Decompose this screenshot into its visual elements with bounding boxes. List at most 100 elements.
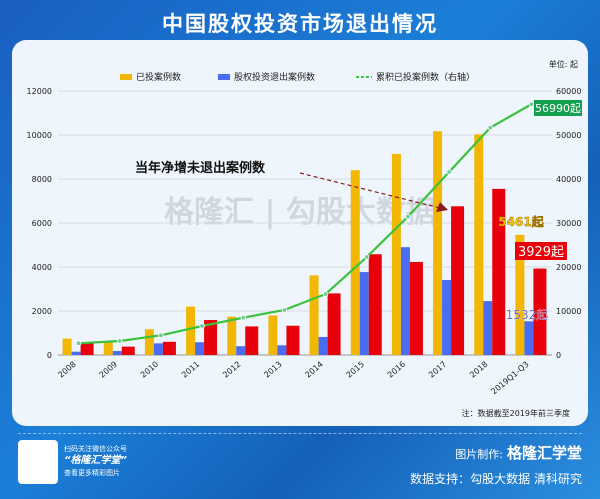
y-tick-right: 10000: [556, 307, 581, 316]
x-tick-label: 2014: [303, 360, 324, 380]
legend-swatch: [120, 74, 132, 80]
annotation-text: 当年净增未退出案例数: [135, 160, 266, 176]
bar-invested: [309, 275, 319, 355]
bar-exited: [359, 272, 369, 355]
legend-label: 股权投资退出案例数: [234, 71, 315, 83]
maker-logo: 格隆汇学堂: [506, 444, 582, 462]
legend-swatch: [218, 74, 230, 80]
line-point: [322, 291, 329, 297]
bar-exited: [442, 279, 452, 355]
bar-exited: [400, 247, 410, 355]
x-tick-label: 2013: [262, 360, 283, 380]
x-tick-label: 2016: [386, 360, 407, 380]
bar-net-unexited: [204, 320, 218, 355]
y-tick-right: 60000: [556, 87, 581, 96]
data-label-net: 3929起: [518, 245, 564, 260]
label-bg: [515, 242, 567, 260]
y-tick-right: 20000: [556, 263, 581, 272]
line-point: [158, 332, 164, 339]
bar-invested: [268, 315, 278, 355]
bar-exited: [195, 342, 205, 355]
bar-exited: [112, 351, 122, 355]
bar-invested: [62, 338, 72, 355]
y-tick-left: 8000: [32, 175, 52, 184]
page-title: 中国股权投资市场退出情况: [162, 12, 438, 36]
bar-net-unexited: [162, 341, 176, 355]
y-tick-right: 50000: [556, 131, 581, 140]
bar-net-unexited: [327, 293, 341, 355]
qr-line1: 扫码关注微信公众号: [64, 445, 127, 453]
line-point: [405, 213, 411, 220]
bar-net-unexited: [409, 261, 423, 355]
bar-invested: [433, 131, 443, 355]
bar-exited: [483, 301, 493, 355]
bar-net-unexited: [80, 342, 94, 355]
chart: 格隆汇 | 勾股大数据 0 2000 4000 6000 8000 10000 12000 0 1…: [27, 59, 582, 418]
maker-label: 图片制作:: [455, 448, 503, 461]
bar-net-unexited: [492, 188, 506, 355]
x-tick-label: 2011: [180, 360, 201, 380]
bar-exited: [277, 345, 287, 355]
line-point: [487, 124, 493, 131]
bar-invested: [227, 316, 237, 355]
arrow-head-icon: [436, 202, 448, 212]
line-point: [199, 323, 205, 329]
bar-net-unexited: [121, 346, 135, 355]
legend-label: 已投案例数: [136, 71, 181, 83]
x-tick-label: 2017: [427, 360, 448, 380]
bar-net-unexited: [245, 326, 259, 355]
bar-invested: [144, 329, 154, 355]
bar-invested: [515, 234, 525, 355]
source-credit: 数据支持：勾股大数据 清科研究: [410, 472, 582, 486]
line-point: [281, 307, 288, 313]
legend-label: 累积已投案例数（右轴）: [376, 71, 475, 83]
line-point: [75, 340, 82, 346]
chart-panel: [12, 40, 588, 426]
line-point: [446, 169, 452, 175]
bar-invested: [103, 341, 113, 355]
y-tick-right: 0: [556, 351, 561, 360]
line-point: [528, 101, 535, 107]
qr-code: [18, 440, 58, 484]
watermark: 格隆汇 | 勾股大数据: [164, 195, 436, 230]
x-tick-label: 2010: [139, 360, 160, 380]
data-label-cumulative: 56990起: [535, 102, 581, 115]
qr-line2: “格隆汇学堂”: [64, 455, 127, 466]
data-label-exited: 1532起: [506, 308, 549, 322]
y-tick-left: 12000: [27, 87, 52, 96]
y-tick-left: 4000: [32, 263, 52, 272]
divider: [18, 433, 582, 434]
line-point: [117, 338, 123, 344]
x-tick-label: 2018: [468, 360, 489, 380]
x-tick-label: 2008: [56, 360, 77, 380]
bar-exited: [236, 346, 246, 355]
y-tick-right: 30000: [556, 219, 581, 228]
bar-invested: [186, 306, 196, 355]
data-label-invested: 5461起: [498, 214, 544, 229]
qr-line3: 查看更多精彩图片: [64, 469, 120, 477]
bar-invested: [350, 170, 360, 355]
x-tick-label: 2012: [221, 360, 242, 380]
note: 注：数据截至2019年前三季度: [462, 408, 570, 418]
y-tick-right: 40000: [556, 175, 581, 184]
bar-net-unexited: [286, 325, 300, 355]
y-tick-left: 0: [47, 351, 52, 360]
y-tick-left: 2000: [32, 307, 52, 316]
qr-text: 扫码关注微信公众号 “格隆汇学堂” 查看更多精彩图片: [64, 443, 127, 479]
x-tick-label: 2019Q1-Q3: [489, 360, 530, 397]
label-bg: [534, 100, 582, 116]
bar-net-unexited: [533, 268, 547, 355]
bar-exited: [524, 321, 534, 355]
y-tick-left: 10000: [27, 131, 52, 140]
bar-invested: [474, 134, 484, 355]
bar-invested: [391, 153, 401, 355]
x-tick-label: 2009: [98, 360, 119, 380]
unit-label: 单位: 起: [549, 59, 578, 69]
bar-net-unexited: [368, 254, 382, 355]
bar-exited: [318, 336, 328, 355]
annotation-arrow: [299, 172, 441, 209]
maker-credit: 图片制作: 格隆汇学堂: [455, 442, 582, 463]
y-tick-left: 6000: [32, 219, 52, 228]
line-cumulative: [78, 103, 532, 345]
bar-exited: [71, 351, 81, 355]
